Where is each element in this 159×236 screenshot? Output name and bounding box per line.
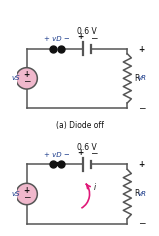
Text: −: − [138, 103, 145, 112]
Text: 0.6 V: 0.6 V [77, 27, 97, 36]
Text: −: − [90, 148, 98, 157]
Text: 0.6 V: 0.6 V [77, 143, 97, 152]
Circle shape [16, 68, 37, 89]
Text: vS: vS [11, 191, 20, 197]
Text: R: R [134, 190, 140, 198]
Text: +: + [139, 45, 145, 54]
Text: i: i [93, 183, 95, 192]
Text: +: + [24, 186, 30, 195]
Text: +: + [77, 148, 83, 157]
Text: + vD −: + vD − [44, 152, 70, 158]
Text: +: + [24, 70, 30, 79]
Text: −: − [23, 192, 30, 201]
Text: −: − [90, 33, 98, 42]
Text: vR: vR [137, 75, 146, 81]
Text: +: + [77, 32, 83, 41]
Circle shape [16, 183, 37, 205]
Text: R: R [134, 74, 140, 83]
Text: vS: vS [11, 75, 20, 81]
Text: vR: vR [137, 191, 146, 197]
Text: −: − [23, 77, 30, 86]
Text: (a) Diode off: (a) Diode off [55, 121, 104, 130]
Text: −: − [138, 219, 145, 228]
Text: +: + [139, 160, 145, 169]
Text: + vD −: + vD − [44, 37, 70, 42]
